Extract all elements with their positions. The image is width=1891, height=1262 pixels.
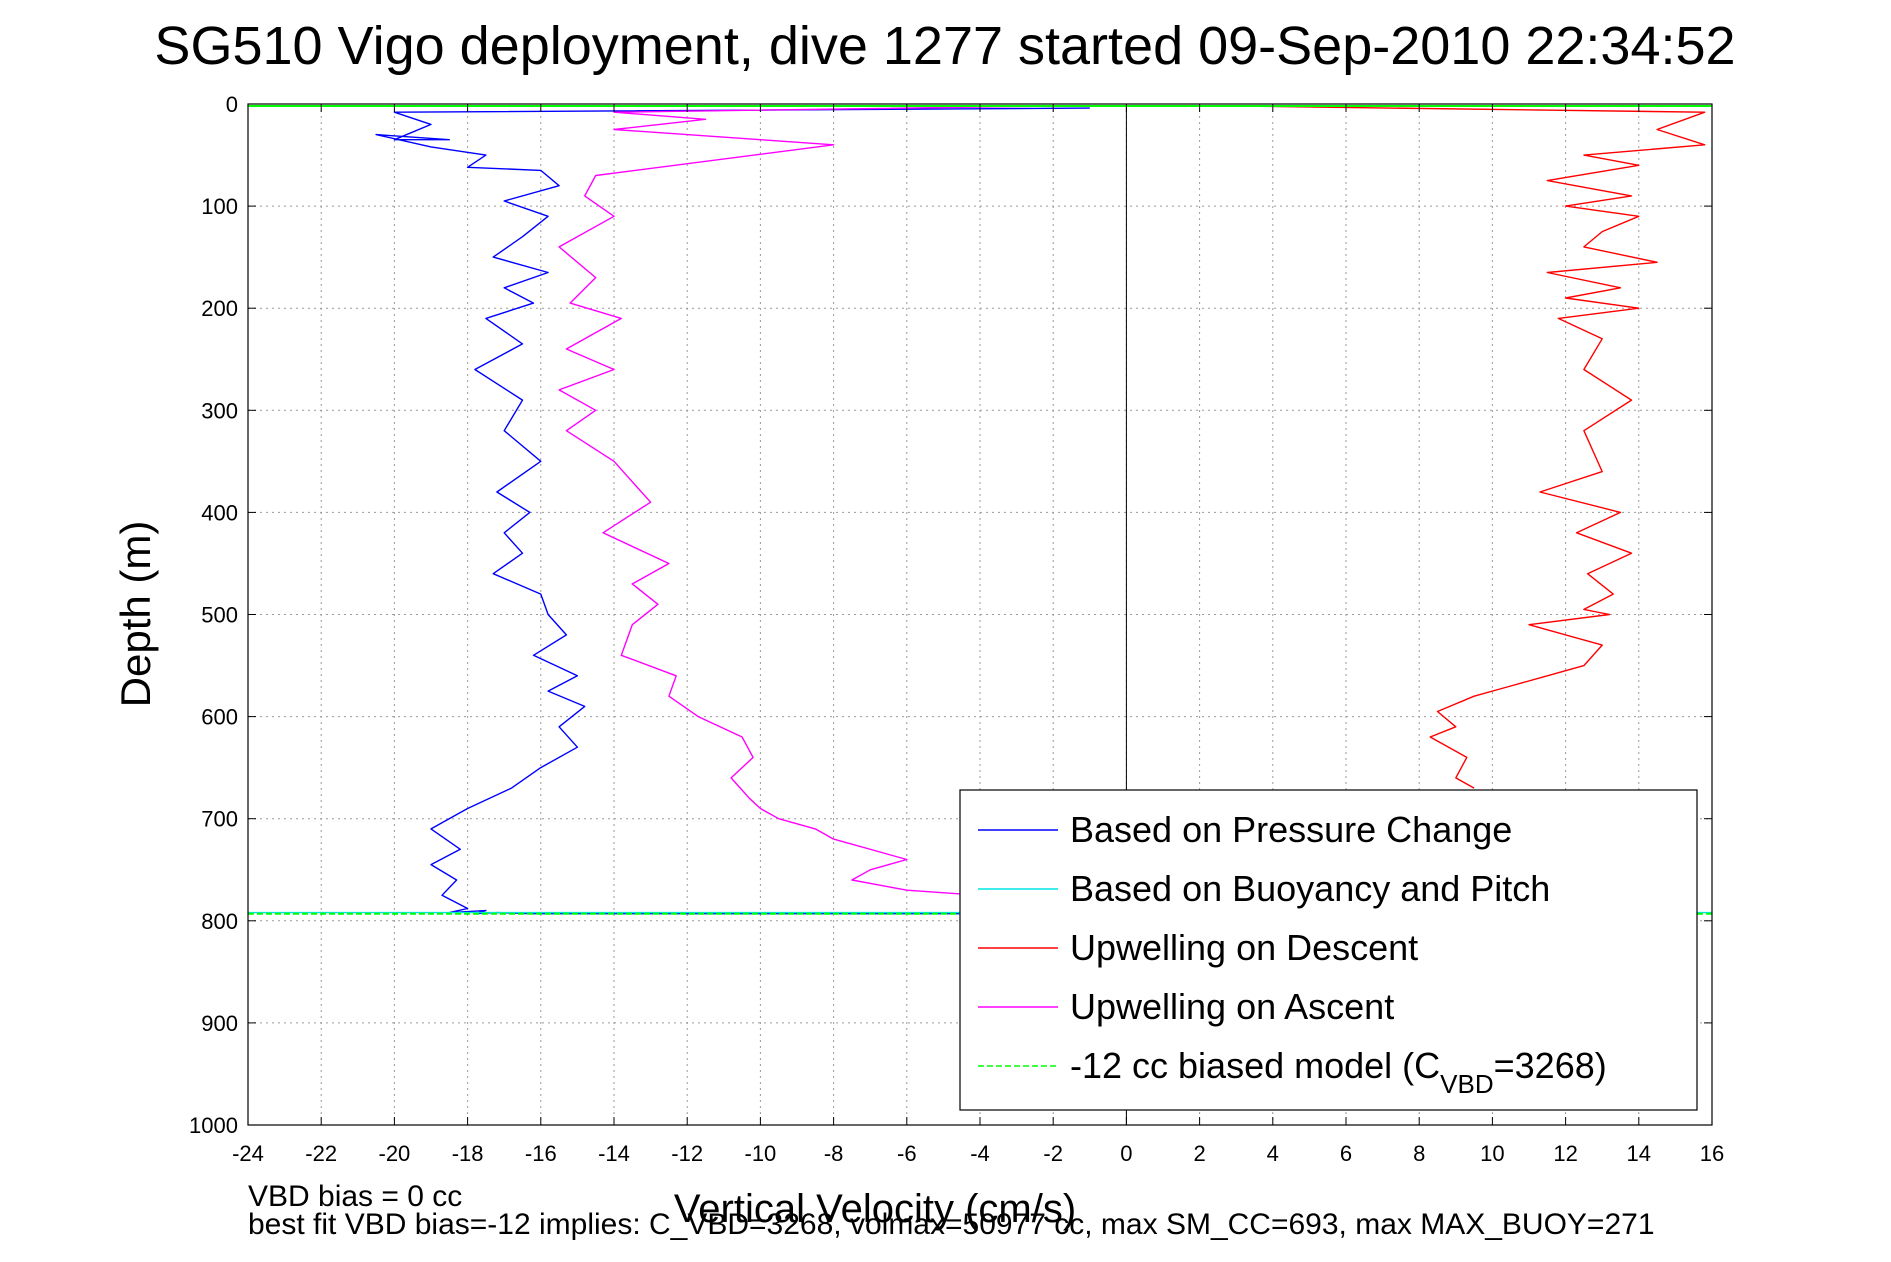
vbd-bias-note: VBD bias = 0 cc <box>248 1180 463 1213</box>
y-axis-ticks: 0 100 200 300 400 500 600 700 800 900 1000 <box>189 92 1712 1138</box>
x-tick-label: 0 <box>1120 1141 1132 1166</box>
y-tick-label: 200 <box>201 296 238 321</box>
y-tick-label: 300 <box>201 398 238 423</box>
x-axis-ticks: -24 -22 -20 -18 -16 -14 -12 -10 -8 -6 -4 -2 0 2 4 6 8 10 1… <box>232 104 1724 1166</box>
x-tick-label: -24 <box>232 1141 264 1166</box>
x-tick-label: -18 <box>452 1141 484 1166</box>
x-tick-label: -16 <box>525 1141 557 1166</box>
y-tick-label: 700 <box>201 807 238 832</box>
series-line-4 <box>558 105 1054 896</box>
x-tick-label: -20 <box>379 1141 411 1166</box>
y-tick-label: 400 <box>201 500 238 525</box>
x-tick-label: 16 <box>1700 1141 1724 1166</box>
x-tick-label: 4 <box>1267 1141 1279 1166</box>
y-tick-label: 0 <box>226 92 238 117</box>
x-tick-label: -2 <box>1043 1141 1063 1166</box>
x-tick-label: -10 <box>745 1141 777 1166</box>
series-line-3 <box>1236 105 1706 789</box>
series-line-1 <box>375 107 1127 915</box>
y-tick-label: 800 <box>201 909 238 934</box>
x-tick-label: -22 <box>305 1141 337 1166</box>
legend: Based on Pressure Change Based on Buoyanc… <box>959 789 1698 1111</box>
x-tick-label: 14 <box>1627 1141 1651 1166</box>
x-tick-label: -12 <box>671 1141 703 1166</box>
y-tick-label: 1000 <box>189 1113 238 1138</box>
y-tick-label: 500 <box>201 603 238 628</box>
legend-label-2: Based on Buoyancy and Pitch <box>1070 868 1550 909</box>
chart-title: SG510 Vigo deployment, dive 1277 started… <box>154 16 1735 76</box>
y-tick-label: 600 <box>201 705 238 730</box>
legend-box <box>959 789 1698 1111</box>
x-tick-label: -4 <box>970 1141 990 1166</box>
x-tick-label: -6 <box>897 1141 917 1166</box>
legend-label-1: Based on Pressure Change <box>1070 809 1512 850</box>
y-tick-label: 900 <box>201 1011 238 1036</box>
x-tick-label: 2 <box>1193 1141 1205 1166</box>
legend-label-3: Upwelling on Descent <box>1070 927 1418 968</box>
x-tick-label: 6 <box>1340 1141 1352 1166</box>
x-tick-label: -8 <box>824 1141 844 1166</box>
x-tick-label: 12 <box>1553 1141 1577 1166</box>
y-tick-label: 100 <box>201 194 238 219</box>
legend-label-4: Upwelling on Ascent <box>1070 986 1394 1027</box>
best-fit-note: best fit VBD bias=-12 implies: C_VBD=326… <box>248 1208 1655 1241</box>
x-tick-label: 8 <box>1413 1141 1425 1166</box>
x-axis-label: Vertical Velocity (cm/s) <box>674 1187 1076 1231</box>
y-axis-label: Depth (m) <box>112 521 159 708</box>
x-tick-label: -14 <box>598 1141 630 1166</box>
x-tick-label: 10 <box>1480 1141 1504 1166</box>
